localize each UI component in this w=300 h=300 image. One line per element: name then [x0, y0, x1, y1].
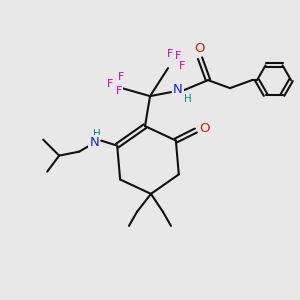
Text: F: F: [179, 61, 185, 71]
Text: O: O: [194, 42, 204, 55]
Text: O: O: [200, 122, 210, 135]
Text: N: N: [89, 136, 99, 149]
Text: F: F: [167, 49, 173, 59]
Text: H: H: [184, 94, 192, 104]
Text: H: H: [93, 129, 101, 139]
Text: N: N: [173, 82, 183, 96]
Text: F: F: [107, 79, 113, 89]
Text: F: F: [175, 51, 181, 61]
Text: F: F: [116, 86, 122, 96]
Text: F: F: [118, 72, 124, 82]
